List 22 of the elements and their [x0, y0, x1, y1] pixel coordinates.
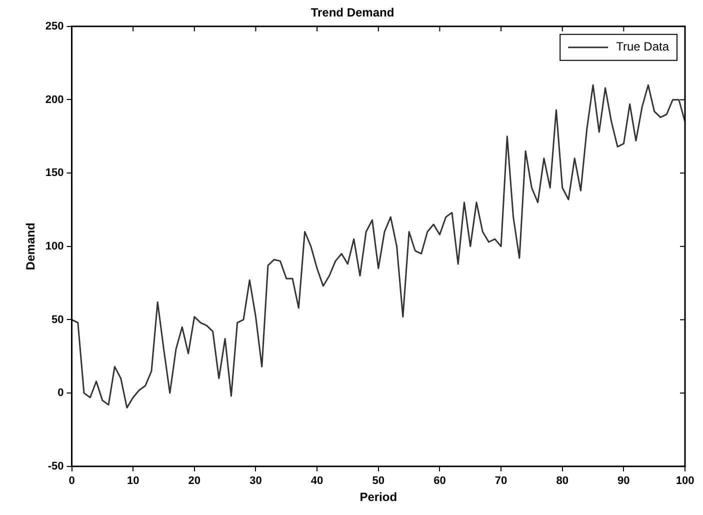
chart-title: Trend Demand: [310, 6, 394, 20]
y-tick-label: 200: [45, 94, 64, 106]
legend-label: True Data: [616, 40, 670, 54]
y-tick-label: 0: [58, 387, 64, 400]
x-tick-label: 0: [68, 475, 75, 488]
y-tick-label: 50: [52, 314, 64, 326]
x-axis-title: Period: [360, 490, 398, 504]
x-tick-label: 90: [618, 475, 630, 488]
y-axis-title: Demand: [24, 222, 38, 270]
x-tick-label: 80: [556, 475, 568, 488]
x-tick-label: 30: [250, 475, 262, 488]
x-tick-label: 100: [676, 475, 694, 488]
x-tick-label: 60: [434, 475, 446, 488]
x-tick-label: 20: [188, 475, 201, 488]
y-tick-label: 150: [45, 167, 64, 180]
x-tick-label: 40: [310, 475, 324, 488]
y-tick-label: 100: [45, 240, 64, 252]
y-tick-label: 250: [45, 20, 64, 32]
x-tick-label: 70: [494, 475, 508, 488]
x-tick-label: 50: [372, 475, 384, 488]
x-tick-label: 10: [126, 475, 140, 488]
y-tick-label: -50: [48, 460, 64, 472]
